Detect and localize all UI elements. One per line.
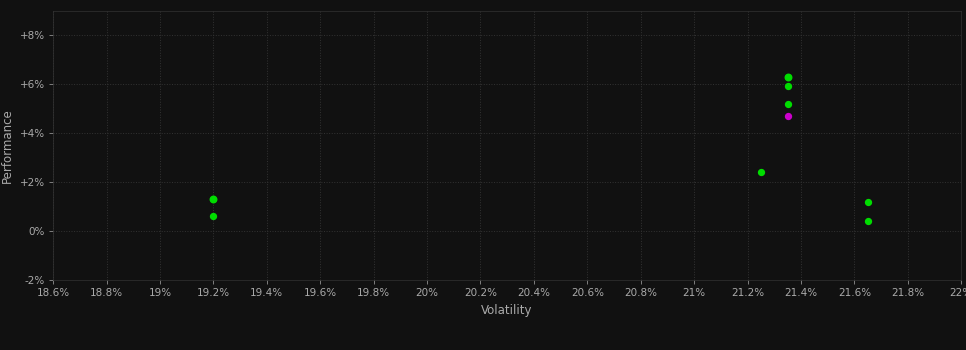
Point: [206, 214, 221, 219]
Point: [780, 84, 795, 89]
Point: [860, 218, 875, 224]
Y-axis label: Performance: Performance: [1, 108, 14, 183]
X-axis label: Volatility: Volatility: [481, 304, 533, 317]
Point: [860, 199, 875, 204]
Point: [780, 113, 795, 119]
Point: [780, 101, 795, 106]
Point: [753, 169, 769, 175]
Point: [780, 74, 795, 79]
Point: [206, 196, 221, 202]
